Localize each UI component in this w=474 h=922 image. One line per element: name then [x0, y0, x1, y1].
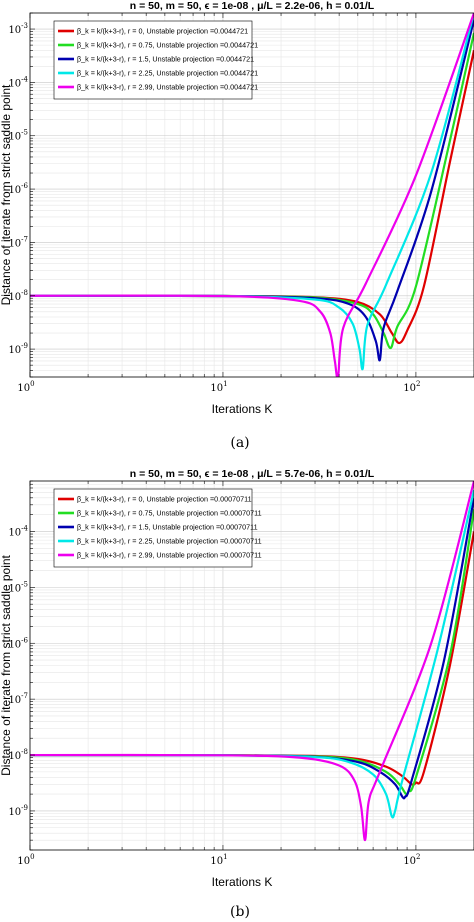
x-axis-label: Iterations K	[212, 875, 273, 889]
y-tick-label: 10-7	[8, 692, 28, 706]
legend-entry-label: β_k = k/(k+3-r), r = 1.5, Unstable proje…	[77, 523, 258, 532]
x-tick-label: 102	[403, 853, 420, 867]
x-tick-label: 102	[403, 380, 420, 394]
legend-entry-label: β_k = k/(k+3-r), r = 0, Unstable project…	[77, 27, 248, 36]
legend-entry-label: β_k = k/(k+3-r), r = 2.99, Unstable proj…	[77, 83, 258, 92]
x-tick-label: 100	[17, 853, 34, 867]
figure-caption: (a)	[230, 435, 249, 451]
series-line-4	[30, 481, 474, 842]
y-tick-label: 10-6	[8, 182, 28, 196]
legend-entry-label: β_k = k/(k+3-r), r = 2.25, Unstable proj…	[77, 537, 262, 546]
axes-box	[29, 12, 474, 378]
y-tick-label: 10-8	[8, 289, 28, 303]
legend-entry-label: β_k = k/(k+3-r), r = 0.75, Unstable proj…	[77, 41, 258, 50]
x-tick-label: 101	[210, 380, 227, 394]
y-tick-label: 10-6	[8, 636, 28, 650]
legend: β_k = k/(k+3-r), r = 0, Unstable project…	[53, 20, 258, 100]
x-tick-label: 101	[210, 853, 227, 867]
y-axis-label: Distance of iterate from strict saddle p…	[0, 84, 13, 305]
chart-panel-0: 100 101 102 10-9 10-8 10-7 10-6 10-5 10-4 10-3 n =…	[0, 0, 474, 451]
legend: β_k = k/(k+3-r), r = 0, Unstable project…	[53, 488, 262, 568]
legend-entry-label: β_k = k/(k+3-r), r = 0.75, Unstable proj…	[77, 509, 262, 518]
chart-panel-1: 100 101 102 10-9 10-8 10-7 10-6 10-5 10-4 n = 50,…	[0, 468, 474, 920]
y-axis-label: Distance of iterate from strict saddle p…	[0, 554, 13, 775]
series-group	[30, 481, 474, 842]
y-tick-label: 10-3	[8, 22, 28, 36]
legend-box	[53, 20, 253, 100]
legend-entry-label: β_k = k/(k+3-r), r = 2.99, Unstable proj…	[77, 551, 262, 560]
legend-entry-label: β_k = k/(k+3-r), r = 1.5, Unstable proje…	[77, 55, 254, 64]
series-line-4	[30, 13, 474, 377]
y-tick-label: 10-9	[8, 342, 28, 356]
series-group	[30, 13, 474, 377]
figure-caption: (b)	[230, 904, 250, 920]
y-tick-label: 10-7	[8, 235, 28, 249]
chart-title: n = 50, m = 50, ϵ = 1e-08 , μ/L = 2.2e-0…	[130, 0, 375, 12]
chart-title: n = 50, m = 50, ϵ = 1e-08 , μ/L = 5.7e-0…	[130, 468, 375, 480]
y-tick-label: 10-9	[8, 804, 28, 818]
x-axis-label: Iterations K	[212, 402, 273, 416]
y-tick-label: 10-4	[8, 75, 28, 89]
legend-entry-label: β_k = k/(k+3-r), r = 0, Unstable project…	[77, 495, 252, 504]
legend-box	[53, 488, 253, 568]
series-line-0	[30, 531, 474, 786]
y-tick-label: 10-5	[8, 580, 28, 594]
x-tick-label: 100	[17, 380, 34, 394]
y-tick-label: 10-5	[8, 129, 28, 143]
legend-entry-label: β_k = k/(k+3-r), r = 2.25, Unstable proj…	[77, 69, 258, 78]
y-tick-label: 10-4	[8, 524, 28, 538]
y-tick-label: 10-8	[8, 748, 28, 762]
